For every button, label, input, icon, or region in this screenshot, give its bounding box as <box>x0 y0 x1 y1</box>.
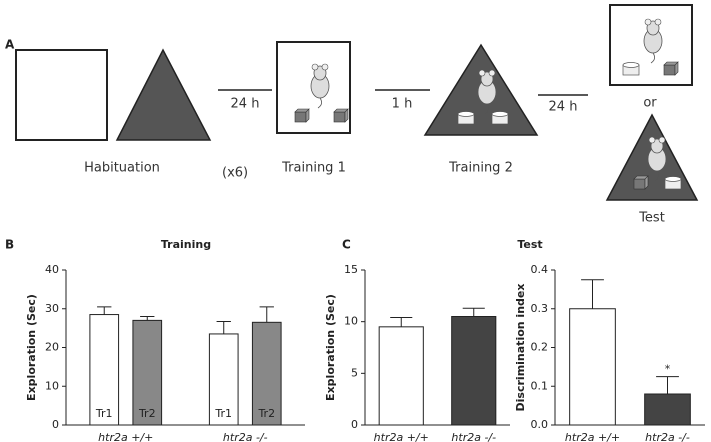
error-bar <box>581 279 604 309</box>
bar-series-label: Tr2 <box>138 407 156 420</box>
panel-label: A <box>5 38 15 52</box>
step-label: Training 1 <box>281 161 346 176</box>
panel-label: C <box>342 238 351 252</box>
y-tick-label: 10 <box>344 315 358 328</box>
y-tick-label: 0.3 <box>531 302 549 315</box>
bar <box>644 393 691 426</box>
step-label: Habituation <box>84 161 160 176</box>
error-bar <box>462 307 485 317</box>
panel-label: B <box>5 238 14 252</box>
y-axis-label: Exploration (Sec) <box>25 294 38 401</box>
bar <box>208 333 239 426</box>
object-icon <box>457 111 475 125</box>
square-arena <box>15 49 108 141</box>
object-icon <box>333 108 349 123</box>
step-label: Test <box>638 211 665 226</box>
bar <box>451 316 497 426</box>
object-icon <box>294 108 310 123</box>
object-icon <box>633 175 649 190</box>
error-bar <box>140 316 155 321</box>
y-tick-label: 0.4 <box>531 263 549 276</box>
x-tick-label: htr2a +/+ <box>98 431 153 442</box>
bar <box>569 308 616 426</box>
y-axis-label: Exploration (Sec) <box>324 294 337 401</box>
y-tick-label: 0.1 <box>531 379 549 392</box>
x-tick-label: htr2a -/- <box>451 431 496 442</box>
y-axis-label: Discrimination index <box>514 284 527 412</box>
y-tick-label: 0.0 <box>531 418 549 431</box>
y-tick-label: 0.2 <box>531 341 549 354</box>
repeat-label: (x6) <box>222 166 248 181</box>
delay-label: 1 h <box>392 97 413 112</box>
x-tick-label: htr2a +/+ <box>374 431 429 442</box>
or-label: or <box>643 96 657 111</box>
bar-series-label: Tr1 <box>95 407 113 420</box>
y-tick-label: 30 <box>45 302 59 315</box>
bar <box>132 319 163 426</box>
y-tick-label: 40 <box>45 263 59 276</box>
y-tick-label: 20 <box>45 341 59 354</box>
y-tick-label: 0 <box>52 418 59 431</box>
y-tick-label: 10 <box>45 379 59 392</box>
bar-series-label: Tr2 <box>257 407 275 420</box>
bar-series-label: Tr1 <box>214 407 232 420</box>
triangle-arena <box>115 48 212 141</box>
error-bar <box>656 376 679 394</box>
bar <box>89 314 120 426</box>
y-tick-label: 0 <box>351 418 358 431</box>
error-bar <box>216 321 231 334</box>
x-tick-label: htr2a -/- <box>645 431 690 442</box>
bar <box>378 326 424 426</box>
significance-mark: * <box>665 363 671 376</box>
error-bar <box>259 306 274 323</box>
object-icon <box>664 176 682 190</box>
step-label: Training 2 <box>448 161 513 176</box>
object-icon <box>663 61 679 76</box>
protocol-diagram: A (x6) Habituation 24 h Training 1 1 h T… <box>5 4 699 226</box>
delay-label: 24 h <box>231 97 260 112</box>
y-tick-label: 5 <box>351 366 358 379</box>
object-icon <box>491 111 509 125</box>
x-tick-label: htr2a -/- <box>223 431 268 442</box>
chart-title: Training <box>161 238 211 251</box>
delay-label: 24 h <box>549 100 578 115</box>
y-tick-label: 15 <box>344 263 358 276</box>
chart-title: Test <box>517 238 542 251</box>
error-bar <box>390 317 413 327</box>
error-bar <box>97 306 112 315</box>
bar <box>251 321 282 426</box>
x-tick-label: htr2a +/+ <box>565 431 620 442</box>
object-icon <box>622 62 640 76</box>
